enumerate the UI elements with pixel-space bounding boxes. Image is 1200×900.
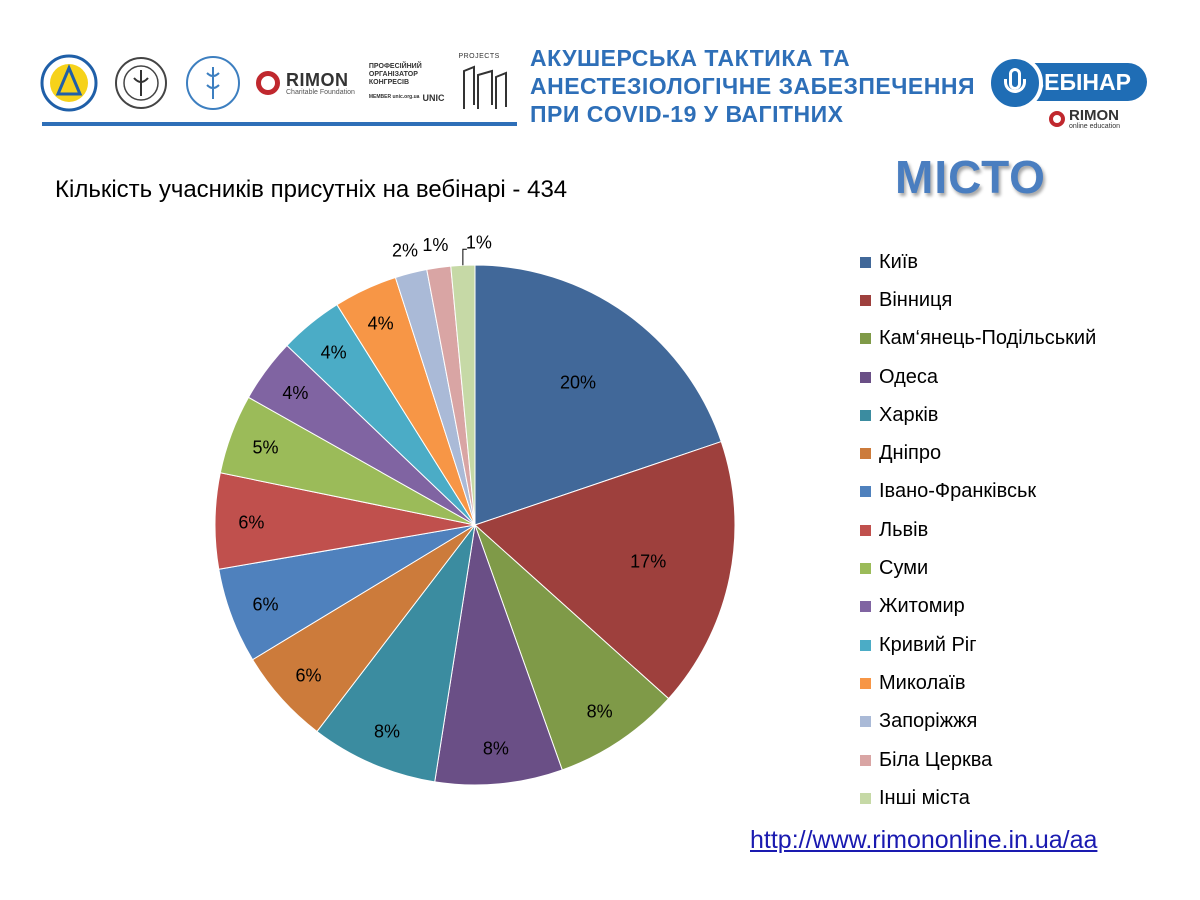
legend-swatch-6: [860, 486, 871, 498]
legend-swatch-13: [860, 754, 871, 766]
webinar-rimon-subtitle: online education: [1069, 123, 1120, 130]
legend-item-0: Київ: [860, 243, 1096, 281]
legend-item-11: Миколаїв: [860, 664, 1096, 702]
pie-slice-3: [434, 524, 563, 786]
legend-item-2: Кам‘янець-Подільський: [860, 320, 1096, 358]
university-seal-icon: [112, 54, 170, 112]
legend-label-7: Львів: [879, 518, 929, 541]
pie-label-3: 8%: [483, 739, 509, 759]
legend-label-5: Дніпро: [879, 442, 942, 465]
pie-label-10: 4%: [321, 343, 347, 363]
rimon-mark-icon: [256, 71, 280, 95]
pie-slice-4: [316, 524, 476, 783]
chart-legend: Київ Вінниця Кам‘янець-Подільський Одеса Хар…: [860, 243, 1096, 817]
legend-label-2: Кам‘янець-Подільський: [879, 327, 1097, 350]
pie-slice-2: [474, 524, 670, 771]
organizer-text: ПРОФЕСІЙНИЙ ОРГАНІЗАТОР КОНГРЕСІВ: [368, 62, 422, 87]
pie-label-6: 6%: [253, 594, 279, 614]
legend-label-0: Київ: [879, 250, 919, 273]
legend-label-14: Інші міста: [879, 786, 970, 809]
pie-label-7: 6%: [238, 513, 264, 533]
legend-swatch-4: [860, 409, 871, 421]
pie-label-14: 1%: [466, 232, 492, 252]
pie-label-2: 8%: [587, 702, 613, 722]
legend-label-11: Миколаїв: [879, 671, 966, 694]
legend-swatch-9: [860, 601, 871, 613]
legend-label-6: Івано-Франківськ: [879, 480, 1037, 503]
webinar-title: АКУШЕРСЬКА ТАКТИКА ТА АНЕСТЕЗІОЛОГІЧНЕ З…: [530, 44, 975, 128]
legend-item-6: Івано-Франківськ: [860, 473, 1096, 511]
legend-swatch-12: [860, 716, 871, 728]
legend-item-3: Одеса: [860, 358, 1096, 396]
legend-item-13: Біла Церква: [860, 741, 1096, 779]
title-line-3: ПРИ COVID-19 У ВАГІТНИХ: [530, 101, 844, 127]
pie-slice-0: [474, 264, 722, 526]
webinar-badge-logo: ВЕБІНАР RIMON online education: [985, 55, 1150, 133]
legend-swatch-11: [860, 677, 871, 689]
chart-subtitle: Кількість учасників присутніх на вебінар…: [55, 176, 568, 203]
microphone-icon: [987, 55, 1043, 111]
legend-item-5: Дніпро: [860, 434, 1096, 472]
legend-label-10: Кривий Ріг: [879, 633, 977, 656]
legend-item-7: Львів: [860, 511, 1096, 549]
pie-label-13: 1%: [422, 235, 448, 255]
legend-swatch-3: [860, 371, 871, 383]
legend-label-8: Суми: [879, 557, 929, 580]
legend-swatch-5: [860, 448, 871, 460]
legend-item-14: Інші міста: [860, 779, 1096, 817]
partner-logos: RIMON Charitable Foundation ПРОФЕСІЙНИЙ …: [40, 48, 510, 118]
rimon-mark-small-icon: [1049, 111, 1065, 127]
pie-label-4: 8%: [374, 722, 400, 742]
website-link[interactable]: http://www.rimononline.in.ua/aa: [750, 826, 1098, 854]
legend-swatch-2: [860, 333, 871, 345]
city-title: МІСТО: [895, 151, 1046, 203]
pie-label-12: 2%: [392, 241, 418, 261]
rimon-foundation-logo: RIMON Charitable Foundation: [256, 71, 355, 96]
header: RIMON Charitable Foundation ПРОФЕСІЙНИЙ …: [0, 0, 1200, 140]
projects-label: PROJECTS: [458, 53, 500, 60]
pie-label-9: 4%: [282, 383, 308, 403]
title-line-1: АКУШЕРСЬКА ТАКТИКА ТА: [530, 45, 851, 71]
legend-swatch-0: [860, 256, 871, 268]
rimon-name: RIMON: [286, 69, 349, 90]
organizer-logo: ПРОФЕСІЙНИЙ ОРГАНІЗАТОР КОНГРЕСІВ MEMBER…: [369, 63, 445, 103]
institute-emblem-icon: [184, 54, 242, 112]
projects-logo: PROJECTS: [458, 53, 510, 113]
pie-label-11: 4%: [368, 313, 394, 333]
legend-swatch-14: [860, 792, 871, 804]
webinar-rimon-name: RIMON: [1069, 107, 1119, 124]
legend-item-10: Кривий Ріг: [860, 626, 1096, 664]
projects-mark-icon: [463, 65, 508, 109]
legend-item-1: Вінниця: [860, 281, 1096, 319]
pie-slice-1: [474, 440, 736, 700]
legend-item-8: Суми: [860, 549, 1096, 587]
legend-item-4: Харків: [860, 396, 1096, 434]
legend-label-13: Біла Церква: [879, 748, 993, 771]
legend-label-3: Одеса: [879, 365, 939, 388]
organizer-member: MEMBER unic.org.ua: [368, 94, 420, 101]
legend-label-12: Запоріжжя: [879, 710, 978, 733]
pie-leader-line-14: [462, 248, 467, 266]
unic-label: UNIC: [422, 93, 445, 104]
rimon-subtitle: Charitable Foundation: [286, 88, 355, 96]
legend-swatch-1: [860, 294, 871, 306]
association-logo-icon: [40, 54, 98, 112]
pie-label-1: 17%: [630, 552, 666, 572]
webinar-rimon-logo: RIMON online education: [1049, 108, 1120, 130]
pie-label-5: 6%: [296, 665, 322, 685]
title-line-2: АНЕСТЕЗІОЛОГІЧНЕ ЗАБЕЗПЕЧЕННЯ: [530, 73, 975, 99]
legend-label-9: Житомир: [879, 595, 965, 618]
legend-swatch-7: [860, 524, 871, 536]
legend-item-9: Житомир: [860, 588, 1096, 626]
legend-item-12: Запоріжжя: [860, 703, 1096, 741]
pie-label-0: 20%: [560, 372, 596, 392]
legend-label-1: Вінниця: [879, 288, 953, 311]
pie-label-8: 5%: [253, 438, 279, 458]
legend-swatch-10: [860, 639, 871, 651]
header-divider: [42, 122, 517, 126]
legend-swatch-8: [860, 563, 871, 575]
legend-label-4: Харків: [879, 403, 939, 426]
